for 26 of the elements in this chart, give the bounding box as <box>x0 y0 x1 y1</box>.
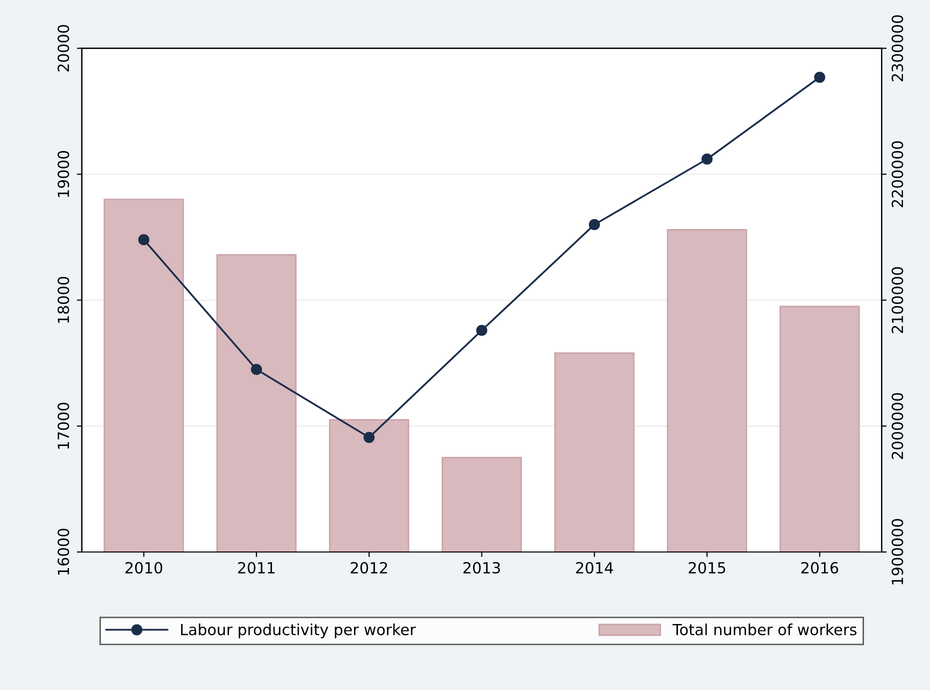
x-tick-label: 2015 <box>688 562 726 574</box>
point <box>250 364 262 375</box>
x-tick-label: 2010 <box>125 562 162 574</box>
legend-label: Total number of workers <box>672 624 856 636</box>
legend-label: Labour productivity per worker <box>181 624 416 638</box>
y2-tick-label: 2200000 <box>892 141 904 208</box>
y2-tick-label: 2300000 <box>892 15 904 82</box>
point <box>138 234 150 246</box>
x-tick-label: 2014 <box>576 562 613 574</box>
y2-tick-label: 2100000 <box>892 267 904 334</box>
y2-tick-label: 1900000 <box>892 518 904 584</box>
y-tick-label: 17000 <box>58 402 70 449</box>
point <box>364 432 375 443</box>
point <box>588 219 600 230</box>
point <box>476 324 488 336</box>
y-tick-label: 16000 <box>58 528 70 575</box>
x-tick-label: 2013 <box>463 562 500 574</box>
y-tick-label: 20000 <box>58 25 70 72</box>
y2-tick-label: 2000000 <box>892 393 904 459</box>
point <box>814 72 826 83</box>
y-tick-label: 18000 <box>58 276 70 323</box>
point <box>701 154 713 165</box>
y-tick-label: 19000 <box>58 150 70 197</box>
x-tick-label: 2012 <box>350 562 387 574</box>
x-tick-label: 2011 <box>238 562 274 574</box>
x-tick-label: 2016 <box>801 562 838 574</box>
